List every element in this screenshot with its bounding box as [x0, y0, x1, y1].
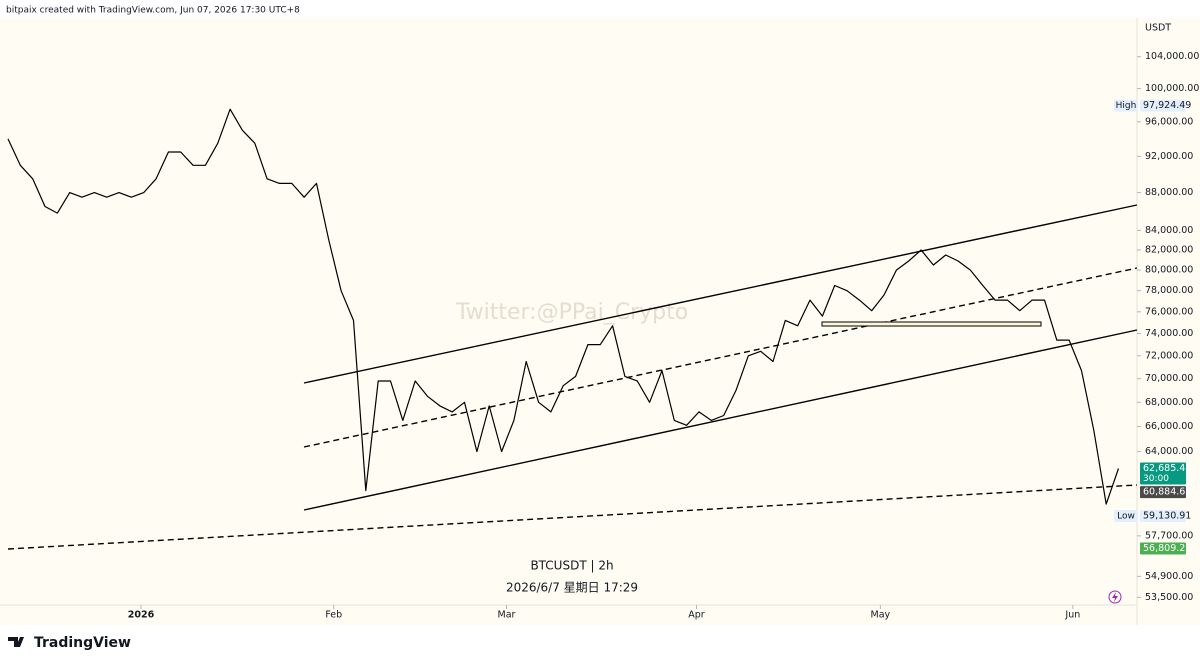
y-tick-label: 92,000.00	[1145, 151, 1193, 162]
header-credit: bitpaix created with TradingView.com, Ju…	[6, 6, 300, 16]
price-label-name: High	[1116, 101, 1137, 111]
x-tick-label: Mar	[498, 610, 516, 621]
price-countdown: 30:00	[1143, 474, 1169, 484]
y-tick-label: 72,000.00	[1145, 350, 1193, 361]
y-tick-label: 68,000.00	[1145, 397, 1193, 408]
price-label-value: 97,924.49	[1143, 100, 1191, 111]
y-tick-label: 82,000.00	[1145, 244, 1193, 255]
logo-text: TradingView	[34, 635, 131, 651]
watermark: Twitter:@PPai_Crypto	[455, 300, 688, 325]
y-tick-label: 96,000.00	[1145, 116, 1193, 127]
currency-label: USDT	[1145, 23, 1171, 34]
range-box	[821, 321, 1042, 327]
price-line	[7, 108, 1120, 505]
price-label-value: 59,130.91	[1143, 510, 1191, 521]
price-label-name: Low	[1117, 511, 1135, 521]
price-label-box	[1140, 509, 1186, 522]
price-label-name-box	[1114, 99, 1138, 112]
y-tick-label: 70,000.00	[1145, 373, 1193, 384]
x-tick-label: May	[871, 610, 891, 621]
logo-icon	[8, 637, 24, 647]
flash-icon-glyph	[1112, 592, 1118, 602]
symbol-label: BTCUSDT | 2h	[530, 559, 613, 573]
price-label-box	[1140, 99, 1186, 112]
y-tick-label: 84,000.00	[1145, 225, 1193, 236]
y-tick-label: 80,000.00	[1145, 265, 1193, 276]
y-tick-label: 100,000.00	[1145, 83, 1199, 94]
y-tick-label: 54,900.00	[1145, 571, 1193, 582]
x-tick-label: Apr	[688, 610, 705, 621]
flash-icon[interactable]	[1108, 590, 1122, 604]
y-tick-label: 76,000.00	[1145, 306, 1193, 317]
channel-mid	[303, 267, 1138, 448]
y-tick-label: 88,000.00	[1145, 187, 1193, 198]
y-tick-label: 104,000.00	[1145, 51, 1199, 62]
price-label-value: 56,809.22	[1143, 543, 1191, 554]
price-label-value: 62,685.48	[1143, 463, 1191, 474]
y-tick-label: 57,700.00	[1145, 530, 1193, 541]
price-label-value: 60,884.62	[1143, 487, 1191, 498]
long-trend	[7, 484, 1138, 550]
x-tick-label: Jun	[1064, 610, 1080, 621]
trend-lines	[7, 204, 1138, 550]
y-tick-label: 78,000.00	[1145, 285, 1193, 296]
y-tick-label: 53,500.00	[1145, 592, 1193, 603]
price-label-box	[1140, 486, 1186, 499]
y-tick-label: 66,000.00	[1145, 421, 1193, 432]
x-tick-label: Feb	[325, 610, 342, 621]
channel-lower	[303, 329, 1138, 511]
channel-upper	[303, 204, 1138, 384]
price-label-box	[1140, 542, 1186, 555]
datetime-label: 2026/6/7 星期日 17:29	[506, 581, 638, 595]
y-tick-label: 64,000.00	[1145, 446, 1193, 457]
price-label-name-box	[1114, 509, 1138, 522]
price-label-box	[1140, 462, 1186, 485]
y-tick-label: 74,000.00	[1145, 328, 1193, 339]
x-tick-label: 2026	[128, 610, 155, 621]
logo: TradingView	[8, 635, 131, 651]
